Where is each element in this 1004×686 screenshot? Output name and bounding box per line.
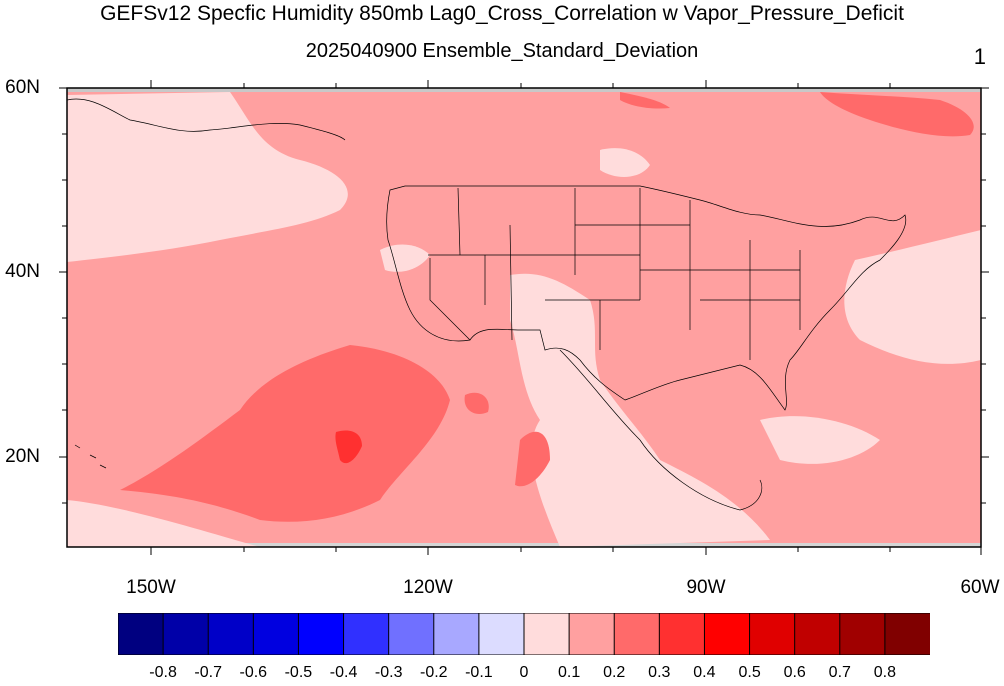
- alaska-coast: [66, 98, 346, 141]
- lat-label-40n: 40N: [5, 261, 40, 282]
- colorbar-swatch: [118, 613, 165, 655]
- colorbar-tick-label: 0.7: [828, 664, 851, 681]
- field-high-core: [335, 430, 362, 464]
- colorbar-swatch: [703, 613, 751, 655]
- colorbar-tick-label: 0.6: [783, 664, 806, 681]
- colorbar-tick-label: -0.6: [239, 664, 268, 681]
- colorbar-tick-label: -0.2: [420, 664, 448, 681]
- field-low-mexico: [510, 273, 770, 547]
- colorbar-swatch: [207, 613, 255, 655]
- colorbar-swatch: [749, 613, 796, 655]
- colorbar-swatch: [388, 613, 435, 655]
- lon-label-150w: 150W: [126, 577, 176, 598]
- field-moderate-patch: [464, 392, 489, 415]
- correlation-field: [67, 88, 981, 547]
- colorbar-tick-label: -0.3: [374, 664, 403, 681]
- state-lines: [428, 187, 801, 360]
- colorbar-tick-label: 0.3: [648, 664, 671, 681]
- missing-data-band-south: [67, 543, 981, 547]
- colorbar-swatch: [794, 613, 841, 655]
- map-title: GEFSv12 Specfic Humidity 850mb Lag0_Cros…: [100, 2, 904, 25]
- panel-label: 1: [973, 44, 986, 69]
- field-moderate-north: [620, 92, 670, 109]
- colorbar-swatch: [478, 613, 526, 655]
- colorbar-tick-label: 0.1: [557, 664, 581, 681]
- field-moderate-pacific: [120, 345, 450, 522]
- colorbar-swatch: [884, 613, 930, 655]
- colorbar-tick-label: -0.8: [149, 664, 177, 681]
- colorbar-swatch: [162, 613, 210, 655]
- colorbar-swatch: [252, 613, 300, 655]
- lon-label-60w: 60W: [960, 577, 1000, 598]
- lon-label-90w: 90W: [686, 577, 726, 598]
- colorbar: [118, 613, 930, 655]
- colorbar-tick-label: 0.8: [873, 664, 897, 681]
- lat-label-20n: 20N: [5, 446, 40, 467]
- colorbar-swatch: [613, 613, 661, 655]
- colorbar-swatch: [568, 613, 616, 655]
- field-low-california: [380, 244, 430, 272]
- lat-label-60n: 60N: [5, 77, 40, 98]
- colorbar-tick-label: -0.1: [465, 664, 493, 681]
- colorbar-swatch: [658, 613, 706, 655]
- field-low-atlantic: [844, 230, 981, 364]
- field-moderate-baja: [515, 431, 550, 487]
- colorbar-swatch: [839, 613, 886, 655]
- colorbar-swatch: [433, 613, 480, 655]
- colorbar-swatch: [297, 613, 345, 655]
- colorbar-tick-label: 0.2: [603, 664, 626, 681]
- map-subtitle: 2025040900 Ensemble_Standard_Deviation: [305, 40, 699, 62]
- lon-label-120w: 120W: [403, 577, 453, 598]
- usa-outline: [386, 185, 907, 411]
- colorbar-swatch: [523, 613, 571, 655]
- mexico-coast: [559, 349, 763, 511]
- field-moderate-northeast: [820, 92, 974, 137]
- field-low-southwest: [67, 500, 260, 547]
- colorbar-tick-label: 0.5: [738, 664, 761, 681]
- missing-data-band: [67, 88, 981, 92]
- colorbar-tick-label: 0.4: [693, 664, 716, 681]
- field-low-caribbean: [760, 416, 880, 464]
- colorbar-tick-label: -0.7: [194, 664, 222, 681]
- colorbar-tick-label: -0.4: [329, 664, 358, 681]
- colorbar-swatch: [343, 613, 390, 655]
- colorbar-tick-label: 0: [519, 664, 529, 681]
- hawaii-islands: [74, 444, 107, 469]
- map-ticks: [59, 80, 989, 555]
- colorbar-tick-label: -0.5: [284, 664, 313, 681]
- field-low-pacific-north: [67, 92, 348, 262]
- field-low-canada: [600, 148, 650, 177]
- political-boundaries: [66, 98, 907, 511]
